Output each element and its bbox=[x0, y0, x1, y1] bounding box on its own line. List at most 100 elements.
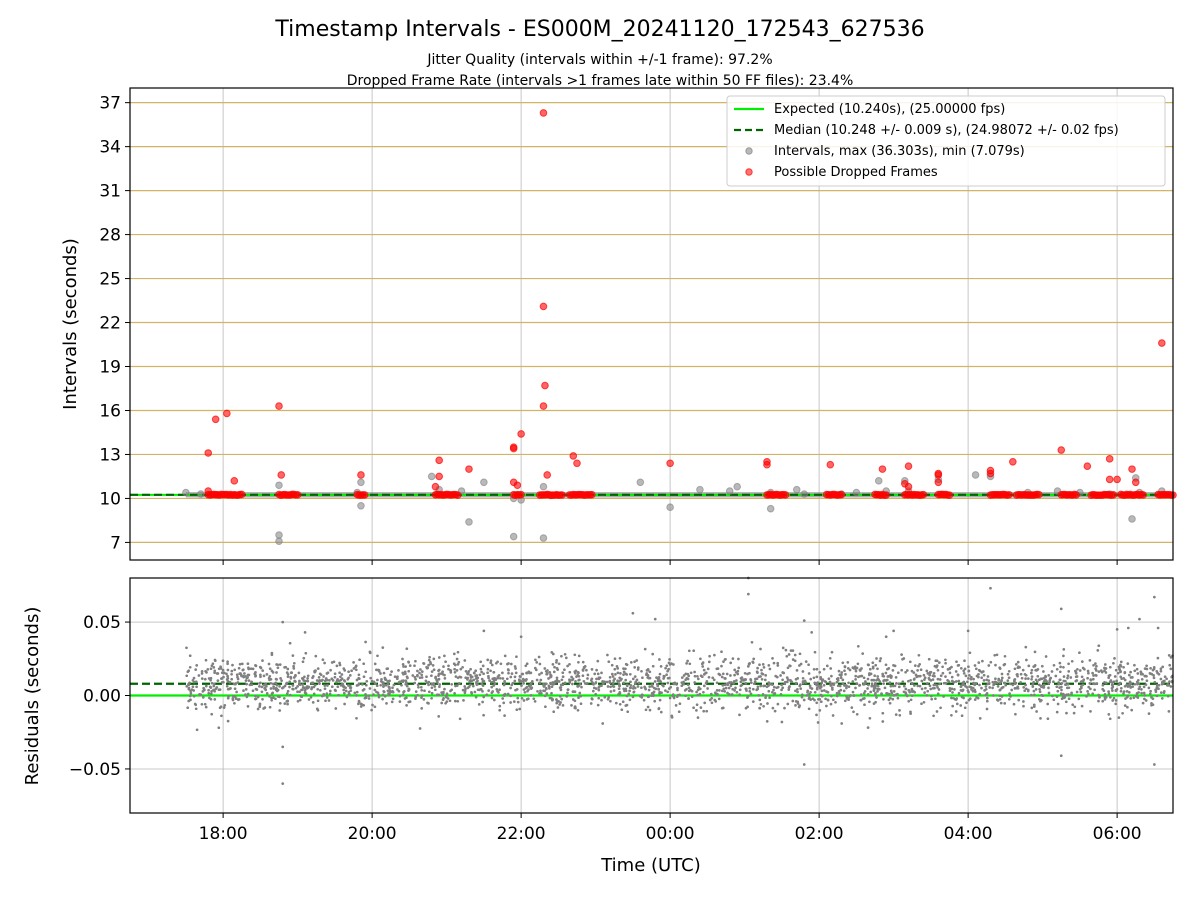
residual-point-1174 bbox=[512, 700, 516, 703]
residual-point-2226 bbox=[853, 665, 857, 669]
dropped-cluster-point-147 bbox=[1035, 490, 1043, 499]
residual-point-944 bbox=[1119, 686, 1123, 690]
residual-point-1466 bbox=[432, 657, 436, 661]
residual-point-2179 bbox=[278, 695, 281, 699]
residual-point-1355 bbox=[566, 664, 569, 668]
residual-point-1337 bbox=[318, 688, 322, 692]
residual-point-1781 bbox=[373, 688, 377, 692]
residual-point-624 bbox=[461, 665, 464, 669]
residual-point-1794 bbox=[950, 696, 953, 700]
residual-point-1765 bbox=[772, 661, 776, 665]
residual-point-2291 bbox=[1162, 689, 1166, 693]
residual-point-66 bbox=[492, 698, 496, 702]
residual-point-2476 bbox=[469, 673, 472, 677]
residual-point-1175 bbox=[801, 681, 805, 685]
residual-point-2136 bbox=[414, 678, 417, 681]
residual-point-2225 bbox=[518, 675, 522, 678]
residual-point-211 bbox=[571, 682, 574, 686]
residual-point-2385 bbox=[820, 689, 824, 693]
residual-point-2105 bbox=[387, 692, 390, 695]
residual-point-1565 bbox=[1078, 651, 1081, 655]
residual-point-1439 bbox=[754, 677, 757, 681]
residual-point-783 bbox=[558, 695, 562, 698]
residual-point-291 bbox=[962, 672, 966, 675]
interval-point-1 bbox=[196, 490, 205, 498]
dropped-cluster-point-34 bbox=[360, 491, 369, 499]
residual-point-2163 bbox=[306, 686, 310, 690]
residual-point-2140 bbox=[644, 708, 648, 712]
residual-point-2289 bbox=[310, 686, 314, 689]
residual-point-758 bbox=[981, 659, 984, 663]
residual-point-525 bbox=[640, 696, 644, 699]
residual-point-1403 bbox=[626, 710, 630, 714]
residual-point-67 bbox=[606, 653, 609, 657]
residual-point-2553 bbox=[618, 656, 622, 660]
legend: Expected (10.240s), (25.00000 fps) Media… bbox=[726, 95, 1166, 187]
intervals-ytick-label-0: 7 bbox=[110, 533, 121, 553]
residual-point-1338 bbox=[426, 666, 430, 670]
residual-point-2528 bbox=[831, 698, 835, 702]
residual-outlier-15 bbox=[1059, 607, 1063, 611]
residual-point-1227 bbox=[420, 707, 424, 710]
residual-point-2337 bbox=[478, 673, 482, 677]
residual-point-1303 bbox=[868, 716, 872, 720]
residual-point-1468 bbox=[1112, 696, 1116, 700]
residual-point-2522 bbox=[407, 669, 411, 673]
residual-point-1936 bbox=[1067, 662, 1070, 666]
residual-point-1360 bbox=[280, 679, 283, 682]
residual-point-1829 bbox=[264, 682, 268, 685]
residual-point-2379 bbox=[796, 677, 800, 680]
residual-point-1459 bbox=[981, 670, 985, 673]
residual-point-45 bbox=[316, 687, 320, 691]
residual-point-2055 bbox=[258, 682, 261, 685]
residual-point-146 bbox=[924, 686, 927, 690]
residual-point-2319 bbox=[571, 690, 575, 693]
residual-point-382 bbox=[367, 694, 371, 698]
residual-point-359 bbox=[746, 665, 750, 668]
residual-point-1971 bbox=[1062, 654, 1065, 658]
residual-point-346 bbox=[1006, 679, 1010, 682]
residual-point-950 bbox=[186, 670, 190, 674]
residual-point-835 bbox=[455, 657, 459, 661]
dropped-point-8 bbox=[431, 482, 440, 491]
residual-point-2158 bbox=[1052, 663, 1056, 667]
residual-point-1858 bbox=[869, 672, 873, 676]
residual-point-2032 bbox=[860, 674, 864, 678]
residual-point-1857 bbox=[1139, 672, 1143, 676]
residual-point-1745 bbox=[515, 688, 519, 691]
residual-point-1373 bbox=[966, 689, 970, 692]
residual-point-1370 bbox=[720, 675, 724, 679]
residual-point-1905 bbox=[713, 653, 716, 657]
residual-point-331 bbox=[828, 656, 832, 660]
residual-point-2582 bbox=[623, 689, 626, 693]
residual-point-1021 bbox=[625, 703, 629, 707]
residual-point-2073 bbox=[402, 672, 405, 676]
residual-point-640 bbox=[241, 668, 245, 672]
residual-point-579 bbox=[636, 685, 640, 688]
residual-point-1052 bbox=[743, 671, 747, 675]
residual-point-2380 bbox=[635, 678, 639, 682]
residual-point-1427 bbox=[1000, 695, 1004, 698]
residual-point-709 bbox=[967, 665, 970, 669]
residual-point-661 bbox=[552, 670, 556, 674]
residual-point-2312 bbox=[589, 702, 593, 705]
residual-point-397 bbox=[922, 700, 926, 704]
residual-point-1183 bbox=[1107, 690, 1110, 693]
intervals-points bbox=[182, 109, 1177, 546]
residual-point-1681 bbox=[222, 680, 225, 684]
residual-point-2066 bbox=[559, 701, 562, 704]
residual-point-2367 bbox=[995, 681, 999, 685]
residual-point-210 bbox=[432, 668, 436, 672]
residual-point-767 bbox=[271, 682, 275, 686]
residual-point-829 bbox=[751, 687, 755, 691]
interval-point-12 bbox=[480, 478, 488, 487]
residual-point-1596 bbox=[875, 696, 878, 699]
residual-point-2208 bbox=[770, 683, 774, 686]
interval-point-20 bbox=[666, 503, 674, 512]
residual-point-1138 bbox=[738, 693, 741, 696]
residual-point-1365 bbox=[822, 683, 826, 687]
dropped-cluster-point-52 bbox=[517, 490, 525, 499]
residual-point-1293 bbox=[1108, 665, 1112, 669]
residual-point-1825 bbox=[724, 686, 728, 690]
residual-point-2473 bbox=[288, 680, 292, 684]
